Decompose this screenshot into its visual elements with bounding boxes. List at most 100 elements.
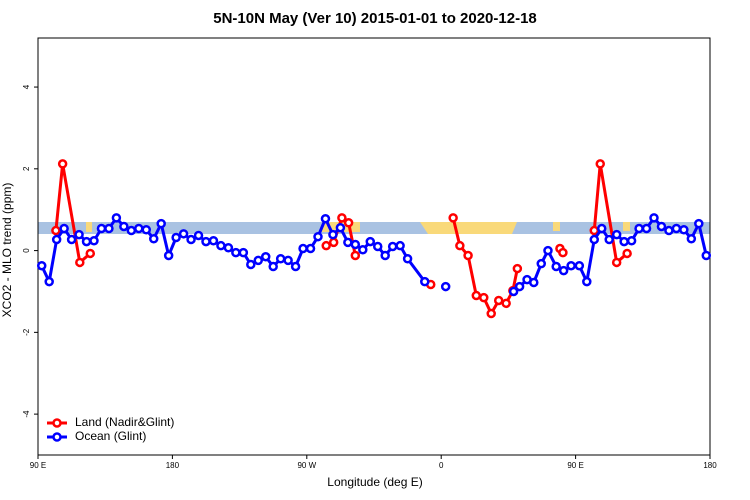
y-tick-label: -2 bbox=[22, 328, 31, 336]
data-point bbox=[508, 286, 519, 297]
data-point bbox=[582, 276, 592, 287]
data-point bbox=[595, 159, 605, 169]
data-point bbox=[589, 234, 600, 245]
data-point bbox=[171, 232, 181, 243]
data-point bbox=[81, 236, 92, 247]
data-point bbox=[486, 308, 496, 319]
data-point bbox=[649, 213, 659, 223]
data-point bbox=[558, 265, 569, 276]
data-point bbox=[543, 245, 553, 256]
data-point bbox=[622, 248, 632, 259]
data-point bbox=[551, 261, 561, 272]
data-point bbox=[671, 223, 682, 234]
data-point bbox=[298, 243, 308, 254]
data-point bbox=[701, 250, 712, 261]
x-tick-label: 180 bbox=[703, 461, 717, 470]
data-point bbox=[59, 223, 69, 234]
data-point bbox=[313, 231, 323, 242]
data-point bbox=[343, 218, 354, 228]
y-tick-label: -4 bbox=[22, 410, 31, 418]
data-point bbox=[686, 233, 697, 244]
data-point bbox=[343, 237, 353, 248]
data-point bbox=[290, 261, 301, 272]
legend-marker bbox=[52, 418, 62, 428]
data-point bbox=[611, 229, 622, 240]
data-point bbox=[44, 276, 54, 287]
data-point bbox=[694, 218, 704, 229]
data-point bbox=[328, 229, 338, 240]
data-point bbox=[268, 261, 278, 272]
data-point bbox=[238, 247, 249, 258]
data-point bbox=[619, 236, 629, 247]
data-point bbox=[134, 223, 144, 234]
data-point bbox=[380, 250, 390, 261]
data-point bbox=[558, 247, 568, 258]
chart-title: 5N-10N May (Ver 10) 2015-01-01 to 2020-1… bbox=[213, 10, 537, 27]
x-axis-title: Longitude (deg E) bbox=[327, 475, 422, 489]
data-point bbox=[365, 236, 376, 247]
legend-label: Land (Nadir&Glint) bbox=[75, 415, 174, 429]
data-point bbox=[358, 245, 368, 255]
data-point bbox=[201, 236, 211, 247]
data-point bbox=[283, 255, 293, 266]
data-point bbox=[260, 251, 271, 262]
data-point bbox=[626, 236, 637, 246]
land-patch bbox=[623, 222, 630, 231]
x-tick-label: 180 bbox=[166, 461, 180, 470]
data-point bbox=[395, 240, 405, 251]
data-point bbox=[36, 260, 47, 271]
data-point bbox=[66, 234, 77, 245]
data-point bbox=[89, 236, 99, 246]
data-point bbox=[75, 257, 85, 268]
data-point bbox=[641, 223, 652, 234]
data-point bbox=[611, 257, 622, 268]
data-point bbox=[231, 247, 241, 258]
data-point bbox=[74, 229, 84, 240]
data-point bbox=[305, 243, 316, 254]
data-point bbox=[596, 223, 607, 234]
data-point bbox=[350, 239, 361, 250]
data-point bbox=[96, 223, 107, 234]
data-point bbox=[193, 230, 204, 241]
data-point bbox=[350, 250, 361, 261]
data-point bbox=[216, 240, 226, 251]
x-tick-label: 90 W bbox=[297, 461, 316, 470]
data-point bbox=[493, 295, 504, 306]
data-point bbox=[387, 241, 398, 252]
data-point bbox=[51, 225, 61, 236]
data-point bbox=[186, 234, 196, 245]
data-point bbox=[208, 236, 219, 246]
data-point bbox=[372, 241, 383, 252]
series-line bbox=[54, 163, 629, 317]
data-point bbox=[57, 159, 68, 169]
data-point bbox=[126, 225, 137, 236]
data-point bbox=[253, 255, 264, 266]
data-point bbox=[634, 223, 644, 234]
data-point bbox=[656, 221, 667, 232]
data-point bbox=[275, 254, 286, 264]
data-point bbox=[178, 229, 189, 239]
x-tick-label: 0 bbox=[439, 461, 444, 470]
data-point bbox=[589, 225, 600, 236]
plot-frame bbox=[37, 37, 711, 456]
data-point bbox=[328, 237, 339, 248]
y-tick-label: 0 bbox=[22, 248, 31, 253]
data-point bbox=[111, 213, 122, 223]
data-point bbox=[479, 292, 489, 303]
data-point bbox=[156, 218, 166, 229]
data-point bbox=[51, 234, 62, 245]
land-patch bbox=[420, 222, 517, 234]
legend-label: Ocean (Glint) bbox=[75, 429, 146, 443]
data-point bbox=[501, 298, 511, 309]
data-point bbox=[566, 260, 576, 271]
data-point bbox=[163, 250, 174, 261]
data-point bbox=[514, 281, 525, 292]
data-point bbox=[246, 259, 256, 270]
ocean-band bbox=[38, 222, 710, 234]
legend-marker bbox=[52, 432, 62, 442]
data-point bbox=[574, 260, 585, 271]
data-point bbox=[320, 213, 331, 224]
x-tick-label: 90 E bbox=[567, 461, 583, 470]
